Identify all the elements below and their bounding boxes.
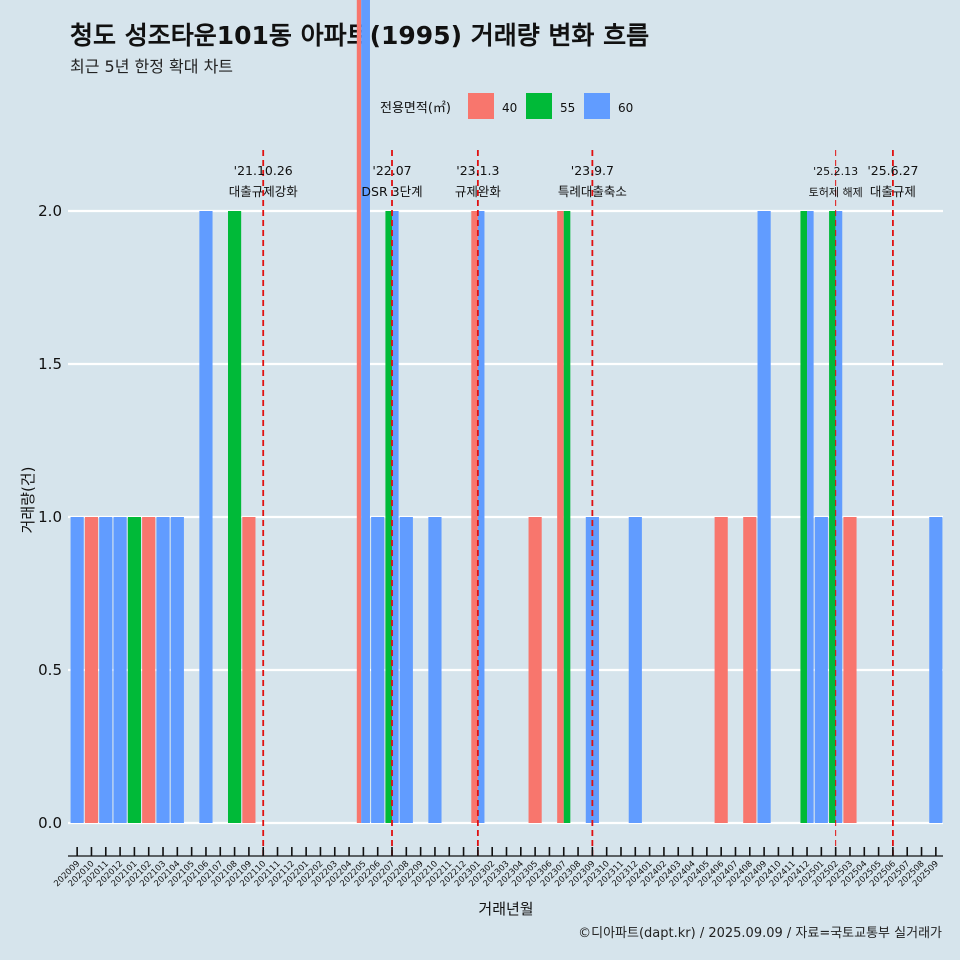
bar-60 bbox=[113, 517, 127, 823]
event-label: DSR 3단계 bbox=[361, 184, 422, 199]
event-label: 특례대출축소 bbox=[558, 184, 627, 199]
y-tick-label: 1.0 bbox=[38, 508, 62, 526]
bar-60 bbox=[628, 517, 642, 823]
y-tick-label: 2.0 bbox=[38, 202, 62, 220]
event-label: 규제완화 bbox=[455, 184, 502, 199]
y-tick-label: 0.0 bbox=[38, 814, 62, 832]
bar-40 bbox=[84, 517, 99, 823]
bar-55 bbox=[227, 211, 242, 823]
event-label: 대출규제강화 bbox=[229, 184, 299, 199]
bar-40 bbox=[557, 211, 564, 823]
legend-key-40 bbox=[468, 93, 494, 119]
legend-label: 60 bbox=[618, 101, 633, 115]
bar-60 bbox=[361, 0, 370, 823]
bar-55 bbox=[563, 211, 571, 823]
event-date: '23.1.3 bbox=[456, 163, 499, 178]
legend-title: 전용면적(㎡) bbox=[380, 101, 451, 116]
bar-60 bbox=[199, 211, 213, 823]
bars bbox=[70, 0, 943, 823]
bar-60 bbox=[757, 211, 771, 823]
chart-subtitle: 최근 5년 한정 확대 차트 bbox=[70, 57, 234, 76]
event-date: '22.07 bbox=[372, 163, 411, 178]
y-axis-label: 거래량(건) bbox=[19, 467, 37, 534]
bar-60 bbox=[814, 517, 828, 823]
legend-key-60 bbox=[584, 93, 610, 119]
bar-55 bbox=[800, 211, 808, 823]
bar-60 bbox=[70, 517, 84, 823]
event-date: '25.6.27 bbox=[867, 163, 918, 178]
event-lines: '21.10.26 대출규제강화 '22.07 DSR 3단계 '23.1.3 규제완화 '… bbox=[229, 150, 918, 856]
bar-40 bbox=[743, 517, 757, 823]
bar-40 bbox=[714, 517, 728, 823]
legend-label: 55 bbox=[560, 101, 575, 115]
bar-60 bbox=[99, 517, 113, 823]
event-label: 대출규제 bbox=[870, 184, 916, 199]
x-axis: 2020092020102020112020122021012021022021… bbox=[52, 847, 943, 889]
bar-40 bbox=[471, 211, 478, 823]
event-date: '25.2.13 bbox=[813, 165, 858, 178]
bar-60 bbox=[477, 211, 485, 823]
bar-60 bbox=[392, 211, 399, 823]
legend: 전용면적(㎡) 40 55 60 bbox=[380, 93, 633, 119]
y-tick-label: 1.5 bbox=[38, 355, 62, 373]
bar-60 bbox=[399, 517, 413, 823]
bar-60 bbox=[835, 211, 843, 823]
y-tick-label: 0.5 bbox=[38, 661, 62, 679]
bar-55 bbox=[127, 517, 141, 823]
x-axis-label: 거래년월 bbox=[478, 900, 533, 918]
bar-40 bbox=[242, 517, 256, 823]
legend-label: 40 bbox=[502, 101, 517, 115]
bar-55 bbox=[385, 211, 393, 823]
bar-40 bbox=[356, 0, 362, 823]
bar-40 bbox=[528, 517, 542, 823]
grid bbox=[68, 209, 943, 825]
source-caption: ©디아파트(dapt.kr) / 2025.09.09 / 자료=국토교통부 실… bbox=[578, 926, 942, 941]
bar-40 bbox=[142, 517, 156, 823]
event-date: '23.9.7 bbox=[571, 163, 614, 178]
y-axis: 0.0 0.5 1.0 1.5 2.0 bbox=[38, 202, 62, 832]
bar-55 bbox=[829, 211, 836, 823]
bar-40 bbox=[843, 517, 857, 823]
bar-60 bbox=[428, 517, 442, 823]
bar-60 bbox=[929, 517, 943, 823]
event-label: 토허제 해제 bbox=[809, 185, 863, 199]
bar-60 bbox=[807, 211, 814, 823]
event-date: '21.10.26 bbox=[234, 163, 293, 178]
bar-60 bbox=[156, 517, 170, 823]
bar-60 bbox=[170, 517, 184, 823]
legend-key-55 bbox=[526, 93, 552, 119]
bar-60 bbox=[371, 517, 385, 823]
